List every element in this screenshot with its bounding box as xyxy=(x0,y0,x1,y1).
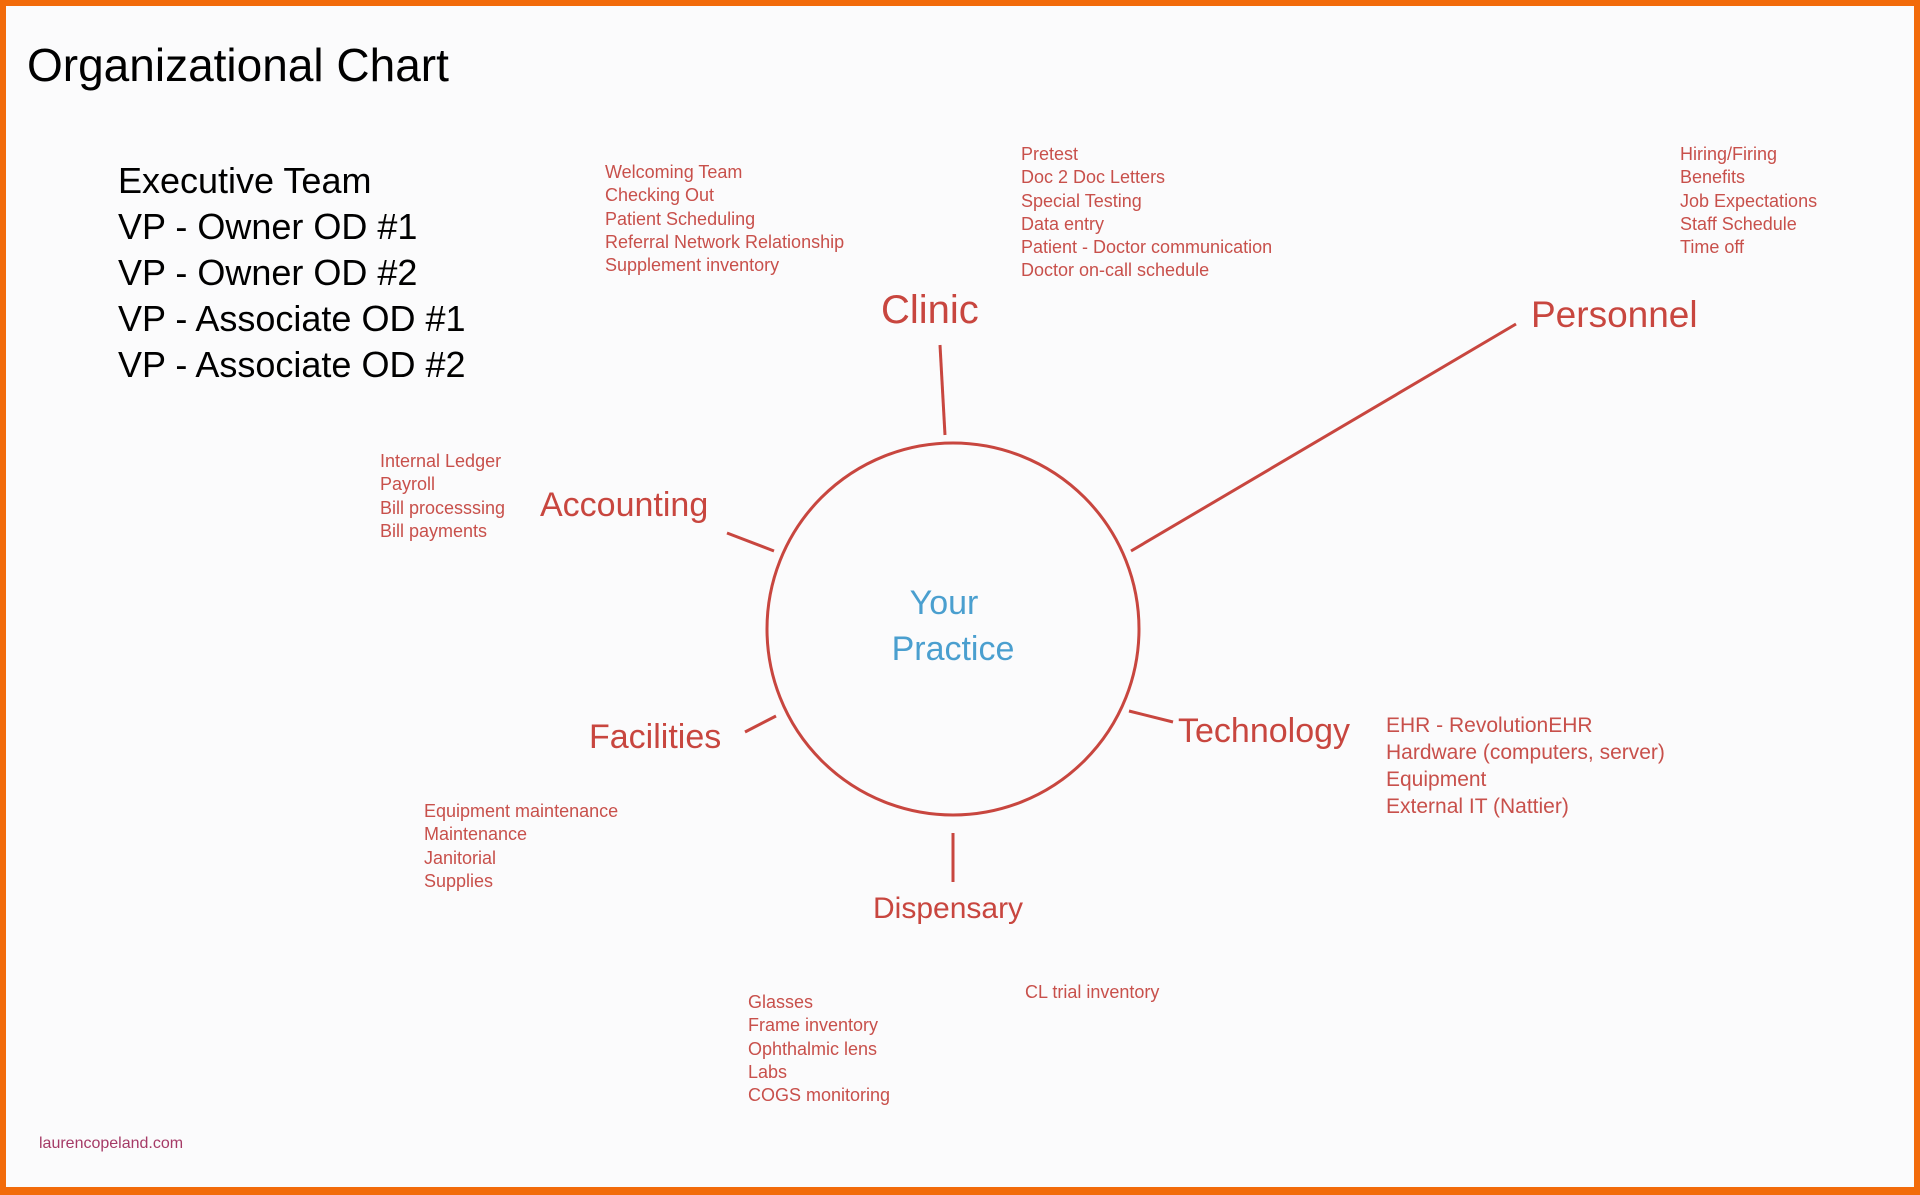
executive-team-list: Executive Team VP - Owner OD #1 VP - Own… xyxy=(118,158,466,388)
connector-accounting xyxy=(726,531,775,553)
list-item: Doc 2 Doc Letters xyxy=(1021,167,1166,188)
list-item: Ophthalmic lens xyxy=(748,1038,878,1059)
list-item: Patient Scheduling xyxy=(605,208,756,229)
branch-label-personnel: Personnel xyxy=(1531,294,1698,335)
list-item: Frame inventory xyxy=(748,1015,879,1036)
list-item: Staff Schedule xyxy=(1680,213,1797,234)
list-item: Supplies xyxy=(424,870,494,891)
list-item: Labs xyxy=(748,1061,788,1082)
executive-item: VP - Associate OD #1 xyxy=(118,298,466,339)
dispensary-extra-list: CL trial inventory xyxy=(1025,981,1159,1004)
list-item: Equipment xyxy=(1386,768,1487,791)
list-item: Job Expectations xyxy=(1680,190,1818,211)
list-item: Benefits xyxy=(1680,167,1746,188)
list-item: Maintenance xyxy=(424,824,528,845)
branch-label-facilities: Facilities xyxy=(589,718,722,756)
executive-item: VP - Associate OD #2 xyxy=(118,344,466,385)
list-item: Hardware (computers, server) xyxy=(1386,741,1665,764)
list-item: Doctor on-call schedule xyxy=(1021,260,1210,281)
connector-clinic xyxy=(938,344,947,436)
list-item: Patient - Doctor communication xyxy=(1021,237,1273,258)
center-line1: Your xyxy=(909,584,979,622)
list-item: CL trial inventory xyxy=(1025,982,1160,1002)
dispensary-list: Glasses Frame inventory Ophthalmic lens … xyxy=(748,991,890,1107)
list-item: Supplement inventory xyxy=(605,255,780,276)
list-item: Special Testing xyxy=(1021,190,1142,211)
executive-heading: Executive Team xyxy=(118,160,372,201)
list-item: Referral Network Relationship xyxy=(605,231,845,252)
list-item: Payroll xyxy=(380,474,436,495)
list-item: Equipment maintenance xyxy=(424,801,619,821)
center-line2: Practice xyxy=(891,630,1015,668)
branch-label-accounting: Accounting xyxy=(540,486,709,524)
center-label: Your Practice xyxy=(853,580,1053,672)
branch-label-clinic: Clinic xyxy=(881,288,979,332)
watermark: laurencopeland.com xyxy=(39,1135,184,1152)
branch-label-dispensary: Dispensary xyxy=(873,892,1024,925)
list-item: Bill processsing xyxy=(380,497,506,518)
clinic-front-desk-list: Welcoming Team Checking Out Patient Sche… xyxy=(605,161,844,277)
technology-list: EHR - RevolutionEHR Hardware (computers,… xyxy=(1386,712,1665,820)
list-item: Glasses xyxy=(748,992,814,1012)
branch-label-technology: Technology xyxy=(1178,712,1351,750)
list-item: COGS monitoring xyxy=(748,1085,891,1106)
list-item: Janitorial xyxy=(424,847,497,868)
clinic-clinical-list: Pretest Doc 2 Doc Letters Special Testin… xyxy=(1021,143,1272,283)
list-item: Welcoming Team xyxy=(605,162,743,182)
list-item: Internal Ledger xyxy=(380,451,502,471)
list-item: External IT (Nattier) xyxy=(1386,795,1569,818)
list-item: Time off xyxy=(1680,237,1745,258)
connector-facilities xyxy=(744,714,777,734)
personnel-list: Hiring/Firing Benefits Job Expectations … xyxy=(1680,143,1817,259)
list-item: Pretest xyxy=(1021,144,1079,164)
facilities-list: Equipment maintenance Maintenance Janito… xyxy=(424,800,618,893)
page-title: Organizational Chart xyxy=(27,39,449,91)
list-item: Bill payments xyxy=(380,520,488,541)
executive-item: VP - Owner OD #2 xyxy=(118,252,418,293)
list-item: Data entry xyxy=(1021,213,1105,234)
connector-technology xyxy=(1128,709,1174,724)
connector-personnel xyxy=(1130,322,1517,553)
list-item: EHR - RevolutionEHR xyxy=(1386,714,1593,737)
executive-item: VP - Owner OD #1 xyxy=(118,206,418,247)
list-item: Hiring/Firing xyxy=(1680,144,1778,164)
list-item: Checking Out xyxy=(605,185,715,206)
accounting-list: Internal Ledger Payroll Bill processsing… xyxy=(380,450,505,543)
center-circle xyxy=(765,441,1141,817)
